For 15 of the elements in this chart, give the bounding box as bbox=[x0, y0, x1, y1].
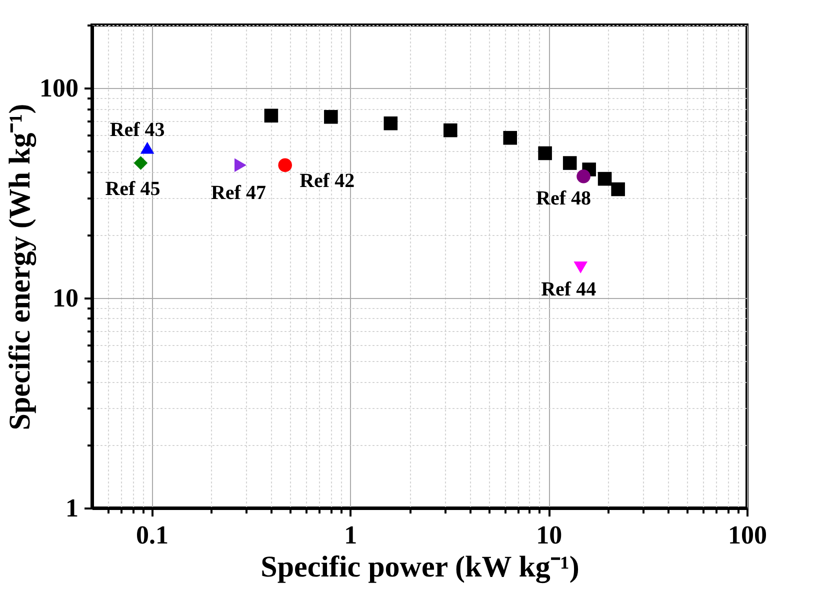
x-tick-label: 10 bbox=[536, 520, 562, 550]
y-axis-title: Specific energy (Wh kg⁻¹) bbox=[4, 104, 36, 430]
series-label: Ref 47 bbox=[210, 182, 266, 204]
x-axis-title: Specific power (kW kg⁻¹) bbox=[260, 550, 580, 584]
x-tick-label: 1 bbox=[344, 520, 358, 550]
y-tick-label: 100 bbox=[40, 74, 78, 103]
series-label: Ref 48 bbox=[536, 187, 592, 210]
y-tick-label: 1 bbox=[66, 494, 78, 522]
x-tick-label: 100 bbox=[728, 520, 767, 550]
series-label: Ref 42 bbox=[300, 170, 355, 192]
series-label: Ref 43 bbox=[110, 118, 165, 141]
series-label: Ref 44 bbox=[541, 278, 596, 300]
y-tick-label: 10 bbox=[52, 284, 78, 313]
x-tick-label: 0.1 bbox=[136, 520, 168, 550]
series-label: Ref 45 bbox=[105, 178, 160, 200]
